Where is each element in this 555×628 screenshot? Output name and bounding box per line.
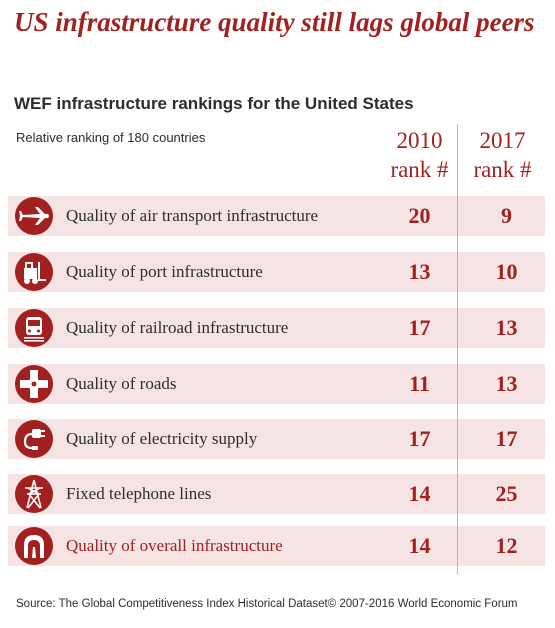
rank-2010-value: 20 bbox=[408, 203, 431, 228]
row-label: Fixed telephone lines bbox=[66, 484, 212, 503]
road-intersection-icon bbox=[15, 365, 53, 403]
rank-2010-value: 17 bbox=[408, 426, 431, 451]
rank-2010-value: 17 bbox=[408, 315, 431, 340]
rank-2010-value: 14 bbox=[408, 481, 431, 506]
rank-2017-value: 25 bbox=[495, 481, 518, 506]
row-label: Quality of roads bbox=[66, 374, 177, 393]
column-year-2010: 2010 bbox=[396, 128, 443, 153]
table-row: Fixed telephone lines 14 25 bbox=[8, 474, 545, 514]
table-row: Quality of overall infrastructure 14 12 bbox=[8, 526, 545, 566]
row-label: Quality of port infrastructure bbox=[66, 262, 263, 281]
row-label: Quality of air transport infrastructure bbox=[66, 206, 319, 225]
table-row: Quality of railroad infrastructure 17 13 bbox=[8, 308, 545, 348]
table-row: Quality of roads 11 13 bbox=[8, 364, 545, 404]
rank-2017-value: 12 bbox=[495, 533, 518, 558]
column-header-2010: 2010 rank # bbox=[377, 126, 462, 184]
rank-2017-value: 10 bbox=[495, 259, 518, 284]
electric-plug-icon bbox=[15, 420, 53, 458]
row-label: Quality of railroad infrastructure bbox=[66, 318, 289, 337]
rank-2010-value: 13 bbox=[408, 259, 431, 284]
column-header-2017: 2017 rank # bbox=[460, 126, 545, 184]
row-label: Quality of electricity supply bbox=[66, 429, 258, 448]
rank-2010-value: 11 bbox=[409, 371, 430, 396]
rank-2017-value: 17 bbox=[495, 426, 518, 451]
rank-2017-value: 13 bbox=[495, 315, 518, 340]
rank-2017-value: 9 bbox=[501, 203, 512, 228]
column-label-2010: rank # bbox=[390, 157, 449, 182]
chart-title: US infrastructure quality still lags glo… bbox=[14, 7, 535, 37]
tunnel-icon bbox=[15, 527, 53, 565]
source-note: Source: The Global Competitiveness Index… bbox=[16, 598, 518, 610]
table-row: Quality of port infrastructure 13 10 bbox=[8, 252, 545, 292]
transmission-tower-icon bbox=[15, 475, 53, 513]
column-year-2017: 2017 bbox=[479, 128, 526, 153]
forklift-icon bbox=[15, 253, 53, 291]
rank-2017-value: 13 bbox=[495, 371, 518, 396]
airplane-icon bbox=[15, 197, 53, 235]
row-label: Quality of overall infrastructure bbox=[66, 536, 283, 555]
column-label-2017: rank # bbox=[473, 157, 532, 182]
relative-ranking-note: Relative ranking of 180 countries bbox=[16, 130, 206, 145]
column-divider bbox=[457, 124, 458, 574]
rank-2010-value: 14 bbox=[408, 533, 431, 558]
train-icon bbox=[15, 309, 53, 347]
table-row: Quality of air transport infrastructure … bbox=[8, 196, 545, 236]
chart-subtitle: WEF infrastructure rankings for the Unit… bbox=[14, 94, 414, 113]
table-row: Quality of electricity supply 17 17 bbox=[8, 419, 545, 459]
